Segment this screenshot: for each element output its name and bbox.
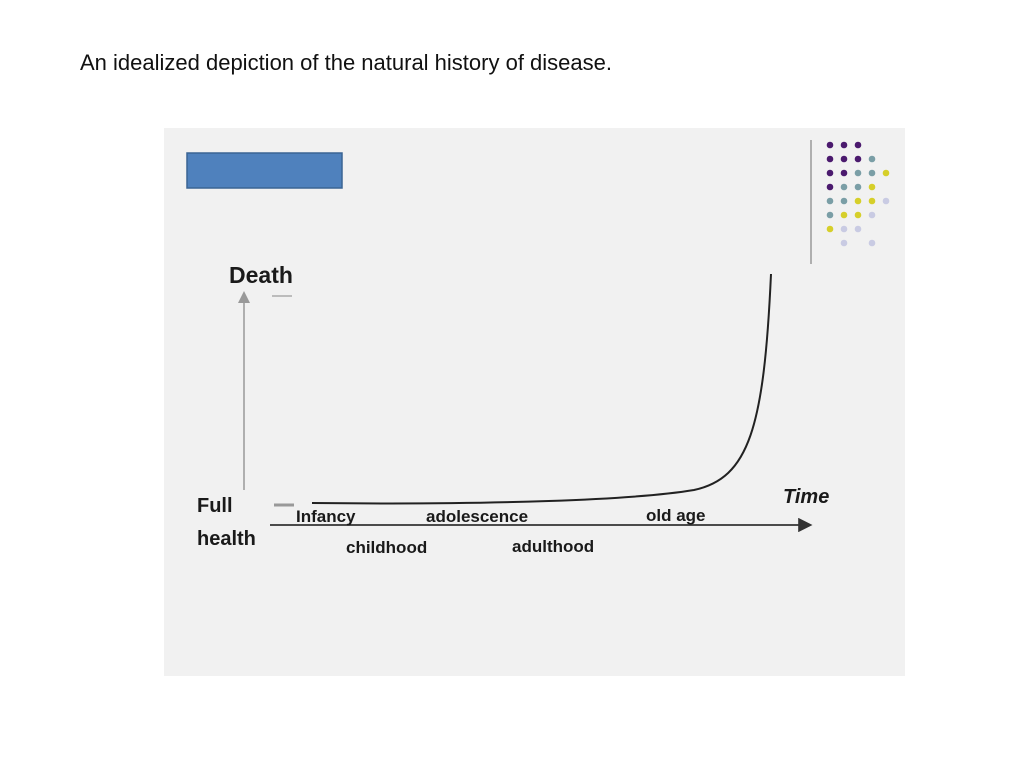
diagram-panel: Death Full health Time Infancy adolescen… — [164, 128, 905, 676]
stage-label-infancy: Infancy — [296, 507, 356, 526]
dot — [854, 169, 862, 177]
dot — [840, 141, 848, 149]
dot — [840, 155, 848, 163]
dot — [868, 183, 876, 191]
dot — [868, 169, 876, 177]
dot — [868, 239, 876, 247]
stage-label-adolescence: adolescence — [426, 507, 528, 526]
dot — [826, 169, 834, 177]
full-health-label-line2: health — [197, 528, 256, 550]
dot — [826, 183, 834, 191]
dot — [840, 239, 848, 247]
health-curve — [311, 273, 772, 505]
title-box — [186, 152, 343, 189]
dot — [854, 211, 862, 219]
dot — [854, 197, 862, 205]
dot — [882, 169, 890, 177]
diagram-svg: Death Full health Time Infancy adolescen… — [186, 140, 890, 557]
stage-label-adulthood: adulthood — [512, 537, 594, 556]
dot — [854, 155, 862, 163]
dot — [854, 183, 862, 191]
dot — [840, 197, 848, 205]
dot — [826, 225, 834, 233]
dot — [826, 211, 834, 219]
dot — [854, 141, 862, 149]
stage-label-old-age: old age — [646, 506, 706, 525]
dot — [840, 211, 848, 219]
dot — [840, 169, 848, 177]
stage-label-childhood: childhood — [346, 538, 427, 557]
dot — [826, 155, 834, 163]
dot — [868, 197, 876, 205]
dot — [826, 197, 834, 205]
dot-grid-pattern-icon — [826, 141, 890, 247]
full-health-label-line1: Full — [197, 495, 233, 517]
dot — [826, 141, 834, 149]
dot — [840, 183, 848, 191]
dot — [854, 225, 862, 233]
dot — [840, 225, 848, 233]
dot — [882, 197, 890, 205]
page-caption: An idealized depiction of the natural hi… — [80, 50, 612, 75]
dot — [868, 211, 876, 219]
time-label: Time — [783, 486, 829, 508]
dot — [868, 155, 876, 163]
death-label: Death — [229, 262, 293, 288]
